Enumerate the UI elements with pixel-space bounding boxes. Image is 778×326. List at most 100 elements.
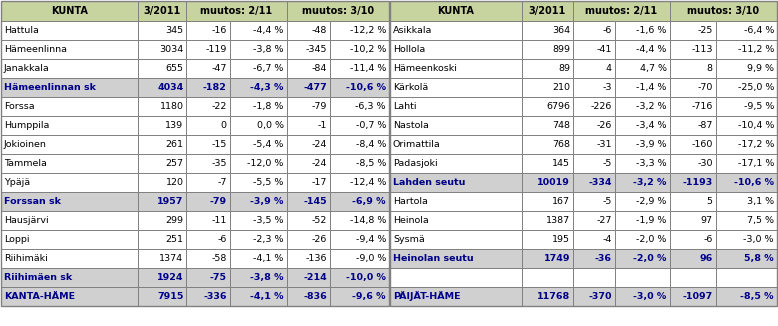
Bar <box>670 59 716 78</box>
Bar <box>615 78 670 97</box>
Bar <box>390 21 521 40</box>
Bar <box>670 173 716 192</box>
Text: -8,5 %: -8,5 % <box>356 159 386 168</box>
Bar <box>716 192 777 211</box>
Bar <box>330 268 389 287</box>
Bar <box>716 21 777 40</box>
Text: -3,8 %: -3,8 % <box>253 45 284 54</box>
Text: -48: -48 <box>311 26 327 35</box>
Bar <box>187 135 230 154</box>
Bar <box>716 173 777 192</box>
Bar <box>521 230 573 249</box>
Text: 195: 195 <box>552 235 570 244</box>
Text: -1,9 %: -1,9 % <box>636 216 667 225</box>
Text: -160: -160 <box>691 140 713 149</box>
Text: -17,2 %: -17,2 % <box>738 140 774 149</box>
Text: -4,4 %: -4,4 % <box>636 45 667 54</box>
Text: -836: -836 <box>303 292 327 301</box>
Text: 3/2011: 3/2011 <box>143 6 180 16</box>
Text: 145: 145 <box>552 159 570 168</box>
Text: 8: 8 <box>706 64 713 73</box>
Text: -370: -370 <box>588 292 612 301</box>
Text: 655: 655 <box>166 64 184 73</box>
Bar <box>286 40 330 59</box>
Text: Riihimäen sk: Riihimäen sk <box>4 273 72 282</box>
Bar <box>1 97 138 116</box>
Text: 9,9 %: 9,9 % <box>747 64 774 73</box>
Bar <box>521 154 573 173</box>
Bar <box>670 21 716 40</box>
Bar <box>230 135 286 154</box>
Text: -4,1 %: -4,1 % <box>250 292 284 301</box>
Bar <box>230 154 286 173</box>
Bar <box>330 135 389 154</box>
Text: -58: -58 <box>212 254 226 263</box>
Bar <box>615 230 670 249</box>
Bar <box>230 97 286 116</box>
Text: Lahti: Lahti <box>393 102 416 111</box>
Bar <box>187 21 230 40</box>
Text: -8,4 %: -8,4 % <box>356 140 386 149</box>
Bar <box>573 249 615 268</box>
Bar <box>230 59 286 78</box>
Bar <box>716 154 777 173</box>
Text: Orimattila: Orimattila <box>393 140 441 149</box>
Text: -334: -334 <box>588 178 612 187</box>
Bar <box>1 135 138 154</box>
Text: 5,8 %: 5,8 % <box>745 254 774 263</box>
Bar <box>615 116 670 135</box>
Bar <box>390 135 521 154</box>
Text: Janakkala: Janakkala <box>4 64 50 73</box>
Text: muutos: 2/11: muutos: 2/11 <box>201 6 272 16</box>
Text: -52: -52 <box>311 216 327 225</box>
Bar <box>230 192 286 211</box>
Bar <box>716 287 777 306</box>
Text: 89: 89 <box>558 64 570 73</box>
Text: 251: 251 <box>166 235 184 244</box>
Bar <box>390 1 521 21</box>
Bar <box>615 287 670 306</box>
Bar <box>573 154 615 173</box>
Text: -11,2 %: -11,2 % <box>738 45 774 54</box>
Bar <box>716 40 777 59</box>
Bar <box>1 40 138 59</box>
Bar <box>286 1 389 21</box>
Text: Hollola: Hollola <box>393 45 426 54</box>
Text: -11,4 %: -11,4 % <box>349 64 386 73</box>
Bar <box>138 78 187 97</box>
Bar <box>330 40 389 59</box>
Bar <box>615 59 670 78</box>
Bar <box>670 78 716 97</box>
Text: -12,2 %: -12,2 % <box>349 26 386 35</box>
Bar <box>615 97 670 116</box>
Text: -84: -84 <box>311 64 327 73</box>
Bar <box>330 211 389 230</box>
Text: Hämeenlinna: Hämeenlinna <box>4 45 67 54</box>
Bar <box>521 21 573 40</box>
Text: -3,9 %: -3,9 % <box>251 197 284 206</box>
Text: Loppi: Loppi <box>4 235 30 244</box>
Bar <box>1 173 138 192</box>
Text: -3,8 %: -3,8 % <box>250 273 284 282</box>
Bar <box>187 78 230 97</box>
Text: KUNTA: KUNTA <box>437 6 475 16</box>
Text: -6,3 %: -6,3 % <box>356 102 386 111</box>
Text: -79: -79 <box>311 102 327 111</box>
Bar <box>521 268 573 287</box>
Text: Riihimäki: Riihimäki <box>4 254 47 263</box>
Bar <box>138 21 187 40</box>
Bar <box>138 268 187 287</box>
Text: 1924: 1924 <box>157 273 184 282</box>
Bar <box>615 211 670 230</box>
Text: -5: -5 <box>602 159 612 168</box>
Text: -6: -6 <box>602 26 612 35</box>
Text: -27: -27 <box>597 216 612 225</box>
Bar <box>521 116 573 135</box>
Bar <box>138 40 187 59</box>
Text: -6: -6 <box>703 235 713 244</box>
Bar <box>521 59 573 78</box>
Text: -0,7 %: -0,7 % <box>356 121 386 130</box>
Bar <box>390 230 521 249</box>
Bar <box>390 287 521 306</box>
Text: 3034: 3034 <box>159 45 184 54</box>
